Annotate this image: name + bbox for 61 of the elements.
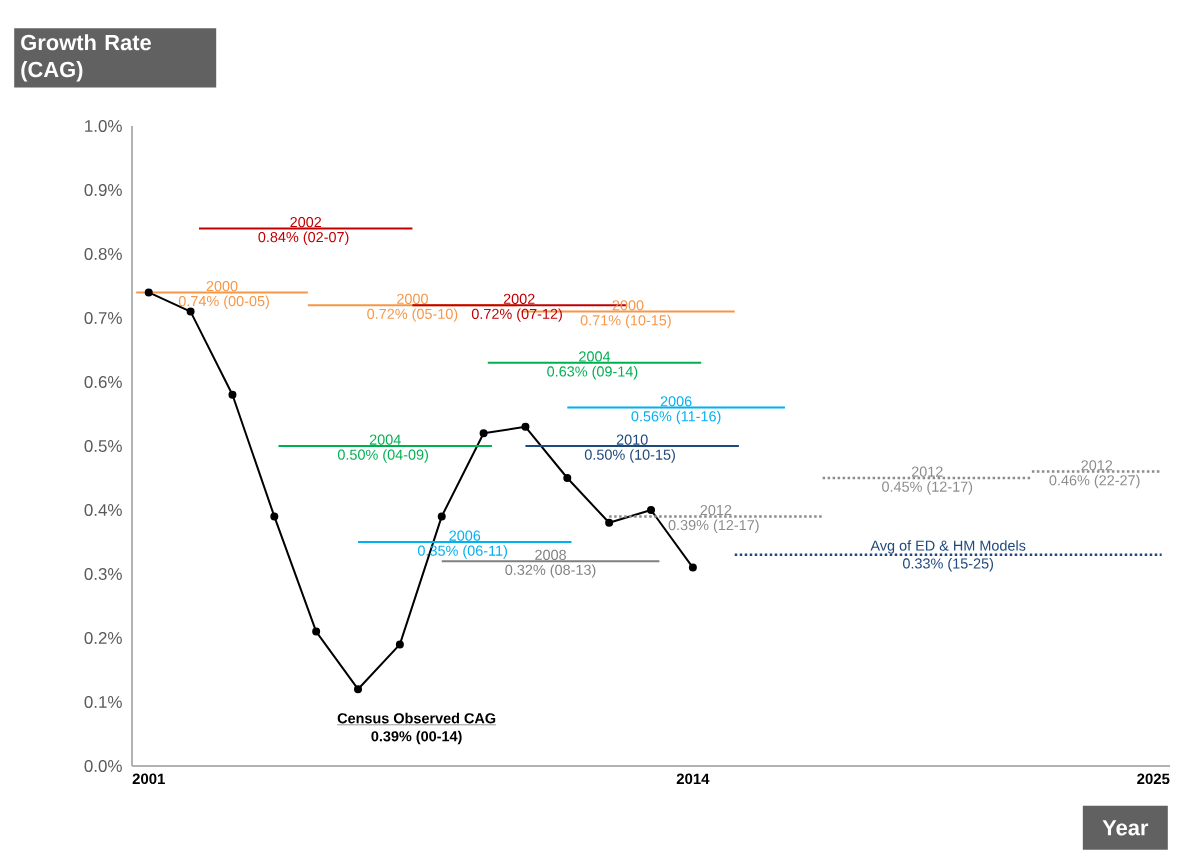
x-tick-label: 2014	[676, 773, 710, 785]
y-tick-label: 0.3%	[84, 568, 122, 580]
series-label: 2002	[503, 293, 535, 304]
y-tick-label: 1.0%	[85, 119, 122, 132]
point	[521, 422, 530, 431]
series-label: 2012	[1081, 460, 1113, 471]
series-label: 2000	[206, 280, 238, 292]
annotation: 0.50% (10-15)	[584, 449, 675, 463]
x-tick-label: 2025	[1137, 773, 1170, 785]
point	[605, 518, 614, 527]
point	[354, 685, 363, 694]
y-tick-label: 0.4%	[84, 504, 122, 516]
series-label: Avg of ED & HM Models	[870, 540, 1026, 554]
point	[479, 429, 488, 438]
annotation: 0.50% (04-09)	[337, 449, 428, 463]
y-axis-title: Growth Rate (CAG)	[21, 34, 151, 82]
point	[688, 563, 697, 572]
point	[563, 474, 572, 482]
annotation: 0.39% (00-14)	[371, 730, 462, 745]
x-axis-title: Year	[1102, 820, 1149, 836]
point	[437, 512, 446, 521]
annotation: 0.72% (05-10)	[367, 308, 458, 322]
y-tick-label: 0.6%	[84, 376, 122, 388]
series-label: Census Observed CAG	[337, 712, 496, 724]
y-tick-label: 0.1%	[84, 696, 122, 708]
point	[270, 512, 279, 521]
series-label: 2010	[616, 434, 648, 445]
point	[186, 307, 195, 316]
annotation: 0.33% (15-25)	[902, 557, 994, 572]
annotation: 0.32% (08-13)	[505, 564, 596, 578]
series-label: 2006	[660, 396, 692, 407]
x-tick-label: 2001	[132, 773, 165, 785]
point	[395, 640, 404, 649]
annotation: 0.63% (09-14)	[547, 365, 638, 380]
series-label: 2002	[290, 216, 322, 228]
annotation: 0.46% (22-27)	[1049, 474, 1140, 489]
y-tick-label: 0.0%	[84, 760, 122, 772]
series-label: 2008	[535, 549, 566, 560]
series-label: 2004	[369, 434, 401, 445]
y-tick-label: 0.2%	[84, 632, 122, 644]
y-tick-label: 0.8%	[84, 247, 122, 260]
series-label: 2012	[700, 504, 732, 516]
series-label: 2004	[579, 351, 611, 362]
y-tick-label: 0.5%	[84, 440, 122, 452]
series-label: 2000	[397, 293, 428, 304]
annotation: 0.56% (11-16)	[631, 410, 721, 425]
point	[228, 390, 237, 399]
annotation: 0.39% (12-17)	[668, 519, 759, 534]
annotation: 0.74% (00-05)	[178, 295, 269, 310]
y-tick-label: 0.9%	[84, 183, 122, 196]
y-tick-label: 0.7%	[84, 312, 122, 324]
series-label: 2000	[612, 300, 644, 311]
point	[647, 506, 656, 514]
series-label: 2012	[911, 466, 943, 477]
annotation: 0.72% (07-12)	[471, 308, 562, 322]
series-label: 2006	[449, 530, 481, 541]
annotation: 0.71% (10-15)	[580, 314, 671, 329]
point	[144, 288, 153, 297]
annotation: 0.84% (02-07)	[258, 231, 349, 246]
annotation: 0.45% (12-17)	[882, 481, 973, 495]
point	[312, 627, 321, 636]
